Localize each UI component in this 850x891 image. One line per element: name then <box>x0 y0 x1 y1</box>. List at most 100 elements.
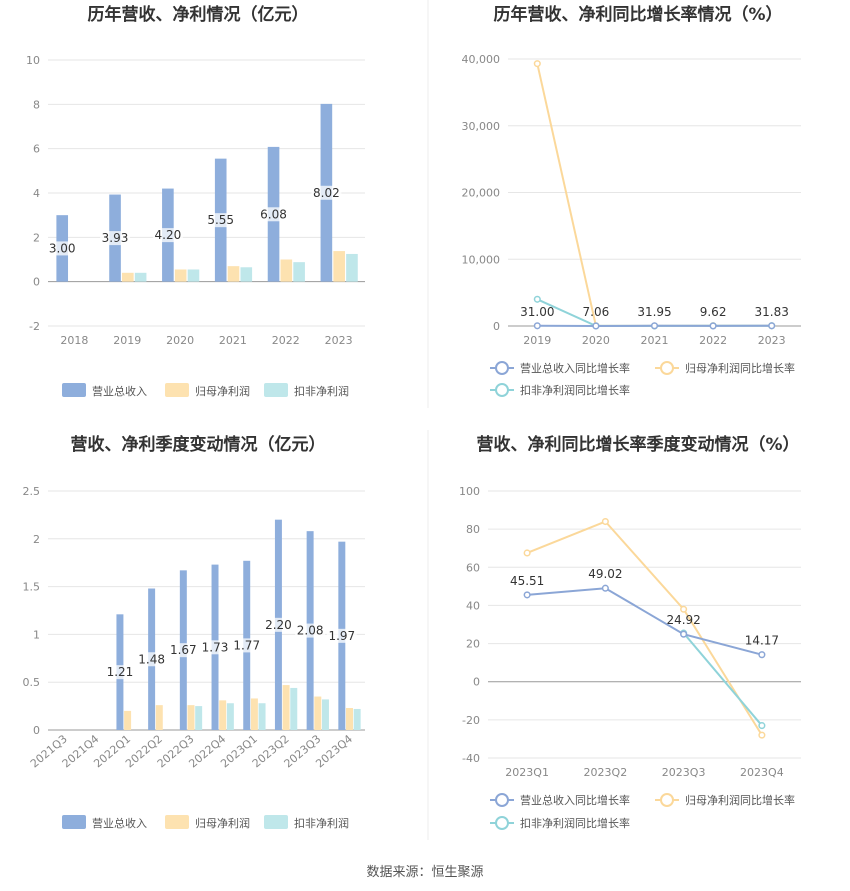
data-label: 3.93 <box>102 231 129 245</box>
y-tick-label: 1.5 <box>23 581 41 594</box>
net-profit-growth-legend-marker <box>660 361 674 375</box>
y-tick-label: 2 <box>33 533 40 546</box>
revenue-growth-legend-label: 营业总收入同比增长率 <box>520 361 630 375</box>
data-label-bg <box>136 652 167 667</box>
data-label: 4.20 <box>155 228 182 242</box>
bar-deducted-profit <box>293 262 305 282</box>
data-label: 14.17 <box>745 634 779 648</box>
x-tick-label: 2023Q1 <box>505 766 549 779</box>
data-label: 1.97 <box>328 629 355 643</box>
bar-deducted-profit <box>321 699 329 730</box>
bar-net-profit <box>174 269 187 282</box>
chart-title: 营收、净利季度变动情况（亿元） <box>71 434 326 455</box>
data-label: 2.20 <box>265 618 292 632</box>
point-series-1 <box>680 605 688 613</box>
data-label: 1.21 <box>107 665 134 679</box>
x-tick-label: 2023 <box>325 334 353 347</box>
y-tick-label: 0.5 <box>23 676 41 689</box>
point-series-1 <box>523 549 531 557</box>
y-tick-label: 4 <box>33 187 40 200</box>
data-label: 1.48 <box>138 652 165 666</box>
y-tick-label: 20 <box>466 638 480 651</box>
data-label: 1.77 <box>233 638 260 652</box>
bar-net-profit <box>155 705 163 730</box>
bar-net-profit <box>282 685 290 730</box>
revenue-legend-swatch <box>62 383 86 397</box>
revenue-legend-label: 营业总收入 <box>92 384 147 398</box>
data-source-note: 数据来源：恒生聚源 <box>366 865 483 880</box>
bar-net-profit <box>124 710 132 730</box>
revenue-legend-swatch <box>62 815 86 829</box>
deducted-growth-legend-marker <box>495 816 509 830</box>
bar-net-profit <box>187 705 195 730</box>
data-label-bg <box>326 628 357 643</box>
y-tick-label: -2 <box>29 320 40 333</box>
x-tick-label: 2020 <box>582 334 610 347</box>
deducted-profit-legend-swatch <box>264 383 288 397</box>
revenue-legend-label: 营业总收入 <box>92 816 147 830</box>
line-series-0 <box>527 587 763 656</box>
bar-deducted-profit <box>195 706 203 730</box>
y-tick-label: 0 <box>493 320 500 333</box>
quarterly-revenue-profit-chart: 营收、净利季度变动情况（亿元）00.511.522.52021Q32021Q42… <box>23 434 365 830</box>
revenue-growth-legend-label: 营业总收入同比增长率 <box>520 793 630 807</box>
y-tick-label: 10,000 <box>462 253 501 266</box>
x-tick-label: 2021 <box>641 334 669 347</box>
quarterly-growth-rate-chart: 营收、净利同比增长率季度变动情况（%） -40 -20 0 20 40 60 80 100 202… <box>459 434 801 830</box>
data-label: 1.67 <box>170 643 197 657</box>
x-tick-label: 2023Q2 <box>584 766 628 779</box>
deducted-profit-legend-label: 扣非净利润 <box>294 384 349 398</box>
y-tick-label: 20,000 <box>462 187 501 200</box>
data-label-bg <box>152 228 183 243</box>
data-label: 3.00 <box>49 241 76 255</box>
bar-net-profit <box>219 700 227 730</box>
chart-title: 营收、净利同比增长率季度变动情况（%） <box>476 434 799 455</box>
point-series-0 <box>592 322 600 330</box>
data-label: 8.02 <box>313 186 340 200</box>
point-series-2 <box>758 722 766 730</box>
deducted-growth-legend-label: 扣非净利润同比增长率 <box>520 816 630 830</box>
x-tick-label: 2022 <box>272 334 300 347</box>
data-label: 2.08 <box>297 624 324 638</box>
data-label: 31.95 <box>637 305 671 319</box>
y-tick-label: 2.5 <box>23 485 41 498</box>
net-profit-growth-legend-marker <box>660 793 674 807</box>
point-series-0 <box>533 322 541 330</box>
y-tick-label: 30,000 <box>462 120 501 133</box>
y-tick-label: 0 <box>473 676 480 689</box>
bar-deducted-profit <box>226 703 234 730</box>
revenue-growth-legend-marker <box>495 793 509 807</box>
x-tick-label: 2023Q4 <box>740 766 784 779</box>
bar-net-profit <box>250 698 258 730</box>
data-label-bg <box>263 617 294 632</box>
chart-title: 历年营收、净利同比增长率情况（%） <box>493 4 782 25</box>
point-series-0 <box>680 630 688 638</box>
line-series-2 <box>682 632 763 727</box>
data-label: 5.55 <box>207 213 234 227</box>
x-tick-label: 2019 <box>523 334 551 347</box>
point-series-2 <box>533 295 541 303</box>
data-label-bg <box>100 231 131 246</box>
bar-deducted-profit <box>353 708 361 730</box>
y-tick-label: -20 <box>462 714 480 727</box>
y-tick-label: 40,000 <box>462 53 501 66</box>
x-tick-label: 2023Q3 <box>662 766 706 779</box>
data-label-bg <box>311 185 342 200</box>
data-label: 7.06 <box>583 305 610 319</box>
point-series-0 <box>650 322 659 330</box>
data-label: 6.08 <box>260 207 287 221</box>
y-tick-label: 8 <box>33 98 40 111</box>
bar-net-profit <box>227 266 240 282</box>
data-label: 49.02 <box>588 567 622 581</box>
line-series-1 <box>526 520 763 736</box>
bar-deducted-profit <box>258 703 266 730</box>
x-tick-label: 2019 <box>113 334 141 347</box>
y-tick-label: 80 <box>466 523 480 536</box>
annual-revenue-profit-chart: 历年营收、净利情况（亿元） -2 0 2 4 6 8 10 2018 2019 2020 2021 20… <box>26 4 365 398</box>
point-series-1 <box>533 60 541 68</box>
y-tick-label: 10 <box>26 54 40 67</box>
line-series-1 <box>536 63 772 327</box>
bar-net-profit <box>280 259 293 282</box>
point-series-0 <box>768 322 776 330</box>
bar-deducted-profit <box>290 687 298 730</box>
